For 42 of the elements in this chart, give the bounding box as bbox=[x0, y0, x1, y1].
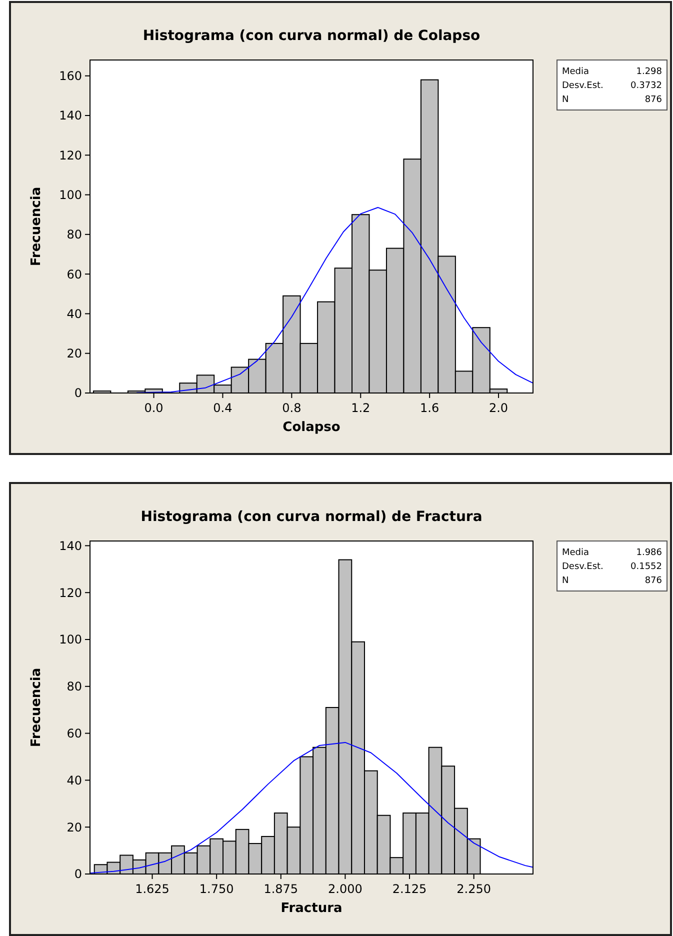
y-tick-label: 40 bbox=[66, 306, 82, 321]
y-tick-label: 120 bbox=[59, 586, 82, 600]
y-tick-label: 20 bbox=[66, 346, 82, 361]
chart-title: Histograma (con curva normal) de Colapso bbox=[142, 28, 481, 44]
text: Media 1.298 bbox=[562, 67, 662, 77]
y-tick-label: 80 bbox=[66, 228, 82, 242]
x-tick-label: 0.4 bbox=[213, 401, 232, 415]
y-tick-label: 40 bbox=[66, 773, 82, 788]
x-tick-label: 1.6 bbox=[420, 401, 440, 415]
y-tick-label: 100 bbox=[59, 188, 82, 202]
x-tick-label: 1.875 bbox=[264, 882, 298, 896]
y-axis-title: Frecuencia bbox=[29, 186, 44, 266]
x-tick-label: 2.250 bbox=[456, 882, 492, 896]
x-tick-label: 1.2 bbox=[351, 401, 370, 415]
x-tick-label: 2.0 bbox=[488, 401, 508, 415]
y-tick-label: 140 bbox=[59, 108, 82, 123]
y-axis-title: Frecuencia bbox=[29, 668, 44, 748]
y-tick-label: 120 bbox=[59, 148, 82, 162]
x-axis-title: Fractura bbox=[280, 901, 342, 916]
text: Desv.Est. 0.3732 bbox=[562, 81, 662, 91]
x-tick-label: 1.750 bbox=[199, 882, 234, 896]
x-axis-title: Colapso bbox=[282, 420, 340, 435]
text: Media 1.986 bbox=[562, 548, 662, 558]
x-tick-label: 2.000 bbox=[328, 882, 362, 896]
x-tick-label: 0.0 bbox=[144, 401, 164, 415]
y-tick-label: 140 bbox=[59, 538, 82, 553]
y-tick-label: 100 bbox=[59, 632, 82, 647]
y-tick-label: 80 bbox=[66, 680, 82, 694]
y-tick-label: 60 bbox=[66, 726, 82, 740]
y-tick-label: 0 bbox=[74, 867, 82, 882]
y-tick-label: 20 bbox=[66, 820, 82, 834]
line-series bbox=[90, 742, 534, 874]
y-tick-label: 60 bbox=[66, 267, 82, 282]
x-tick-label: 2.125 bbox=[392, 882, 427, 896]
x-tick-label: 0.8 bbox=[282, 401, 302, 415]
y-tick-label: 0 bbox=[74, 386, 82, 400]
chart-title: Histograma (con curva normal) de Fractura bbox=[140, 509, 482, 525]
text: N 876 bbox=[562, 95, 662, 105]
x-tick-label: 1.625 bbox=[135, 882, 170, 896]
y-tick-label: 160 bbox=[59, 69, 82, 84]
text: N 876 bbox=[562, 576, 662, 586]
text: Desv.Est. 0.1552 bbox=[562, 562, 662, 572]
